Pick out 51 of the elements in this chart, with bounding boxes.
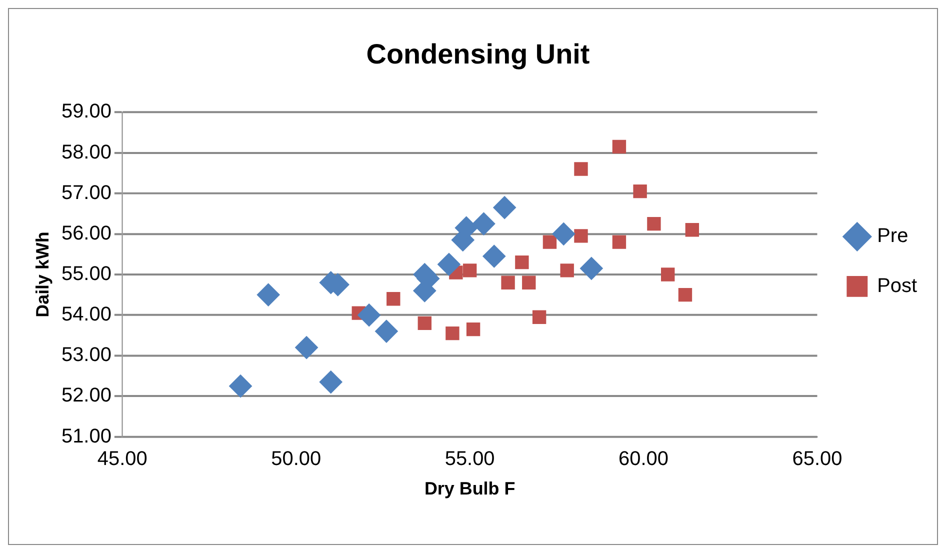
point	[647, 216, 661, 231]
y-tick-label: 54.00	[61, 304, 112, 326]
y-tick-label: 58.00	[61, 141, 112, 164]
point	[522, 276, 536, 290]
point	[482, 244, 506, 268]
point	[438, 252, 460, 276]
point	[612, 235, 626, 249]
point	[612, 140, 626, 154]
x-tick-label: 50.00	[271, 448, 322, 470]
point	[493, 196, 516, 220]
x-tick-label: 60.00	[618, 448, 669, 470]
point	[560, 264, 574, 278]
point	[633, 184, 647, 198]
point	[574, 162, 588, 176]
legend-label: Post	[877, 274, 918, 297]
point	[574, 229, 588, 243]
point	[661, 268, 675, 282]
point	[418, 316, 432, 330]
point	[472, 212, 496, 236]
point	[295, 336, 318, 359]
x-tick-label: 55.00	[444, 448, 495, 470]
point	[229, 374, 252, 398]
y-tick-label: 56.00	[61, 222, 112, 244]
point	[552, 222, 576, 246]
y-tick-label: 57.00	[61, 182, 112, 204]
point	[580, 256, 603, 280]
chart-title: Condensing Unit	[366, 38, 590, 70]
y-tick-label: 55.00	[61, 263, 112, 285]
point	[319, 370, 342, 394]
y-tick-label: 52.00	[61, 384, 112, 407]
y-tick-label: 51.00	[61, 425, 112, 448]
point	[501, 276, 515, 290]
y-tick-label: 59.00	[61, 100, 112, 123]
y-tick-label: 53.00	[61, 344, 112, 366]
point	[532, 310, 546, 324]
point	[678, 288, 692, 302]
x-tick-label: 45.00	[97, 448, 148, 470]
legend-label: Pre	[877, 225, 908, 248]
point	[386, 292, 400, 306]
point	[515, 255, 529, 270]
point	[446, 326, 460, 340]
point	[466, 322, 480, 336]
point	[685, 223, 700, 237]
y-axis-title: Daily kWh	[32, 232, 53, 318]
x-axis-title: Dry Bulb F	[424, 478, 516, 498]
point	[542, 235, 557, 249]
point	[462, 264, 477, 278]
x-tick-label: 65.00	[792, 448, 842, 470]
point	[358, 304, 381, 327]
point	[374, 320, 398, 343]
point	[256, 283, 280, 306]
